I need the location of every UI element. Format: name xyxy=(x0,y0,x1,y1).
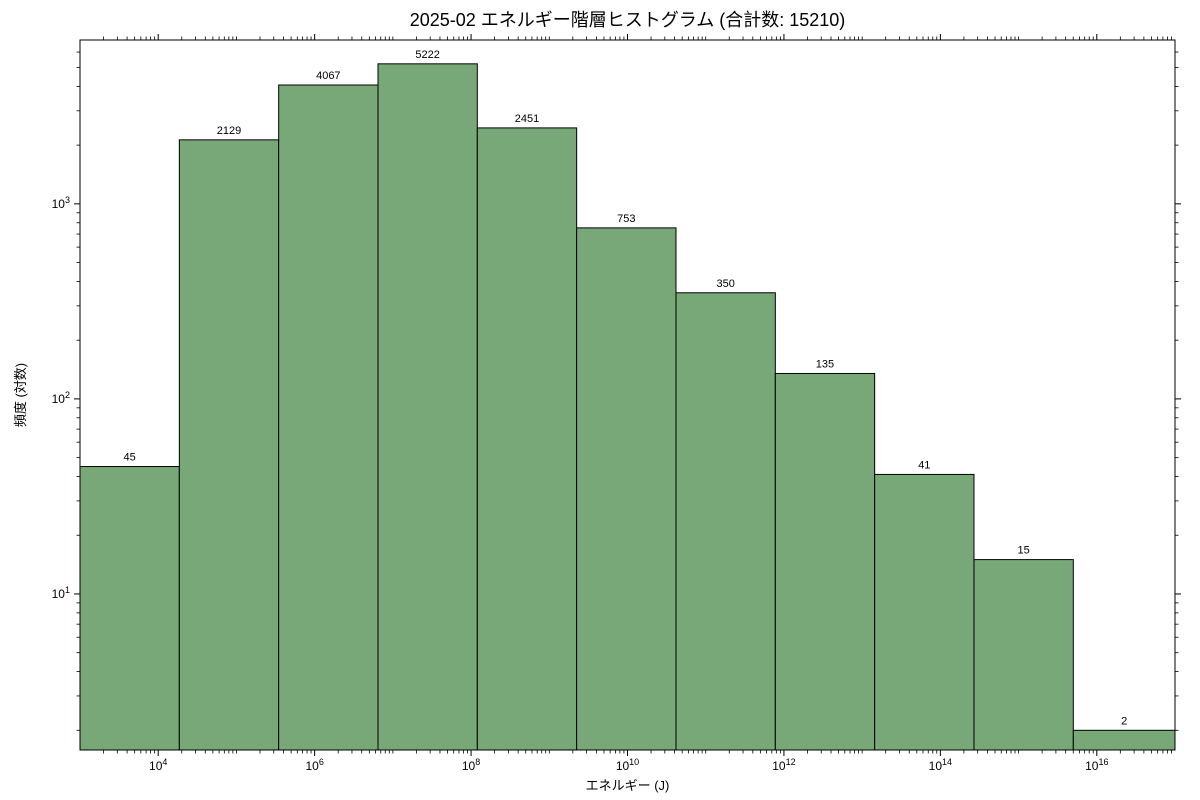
bar-value-label: 5222 xyxy=(415,49,439,61)
x-tick-label: 1014 xyxy=(929,757,952,773)
histogram-bar xyxy=(378,64,477,750)
bar-value-label: 350 xyxy=(716,278,734,290)
histogram-bar xyxy=(477,128,576,750)
bar-value-label: 2129 xyxy=(217,125,241,137)
chart-svg: 45 2129 4067 5222 2451 753 350 135 41 15 2 104 106 10… xyxy=(0,0,1200,800)
y-axis-label: 頻度 (対数) xyxy=(13,363,28,427)
histogram-bar xyxy=(875,474,974,750)
x-tick-label: 1012 xyxy=(772,757,795,773)
bar-value-label: 753 xyxy=(617,213,635,225)
x-tick-label: 108 xyxy=(462,757,480,773)
histogram-chart: 45 2129 4067 5222 2451 753 350 135 41 15 2 104 106 10… xyxy=(0,0,1200,800)
histogram-bar xyxy=(80,467,179,750)
y-tick-label: 102 xyxy=(52,390,70,406)
chart-title: 2025-02 エネルギー階層ヒストグラム (合計数: 15210) xyxy=(410,10,846,30)
bar-value-label: 15 xyxy=(1018,545,1030,557)
bar-value-label: 45 xyxy=(124,452,136,464)
histogram-bar xyxy=(775,373,874,750)
x-tick-label: 1016 xyxy=(1085,757,1108,773)
x-tick-label: 1010 xyxy=(616,757,639,773)
bar-value-label: 4067 xyxy=(316,70,340,82)
histogram-bar xyxy=(676,293,775,750)
bar-value-label: 41 xyxy=(918,459,930,471)
x-tick-label: 104 xyxy=(149,757,167,773)
x-tick-label: 106 xyxy=(305,757,323,773)
x-axis-label: エネルギー (J) xyxy=(586,778,670,793)
y-tick-label: 103 xyxy=(52,195,70,211)
histogram-bar xyxy=(577,228,676,750)
bar-value-label: 2451 xyxy=(515,113,539,125)
bar-value-label: 2 xyxy=(1121,715,1127,727)
histogram-bar xyxy=(179,140,278,750)
histogram-bar xyxy=(974,560,1073,750)
histogram-bar xyxy=(1073,730,1175,750)
histogram-bar xyxy=(279,85,378,750)
bar-value-label: 135 xyxy=(816,358,834,370)
y-tick-label: 101 xyxy=(52,585,70,601)
